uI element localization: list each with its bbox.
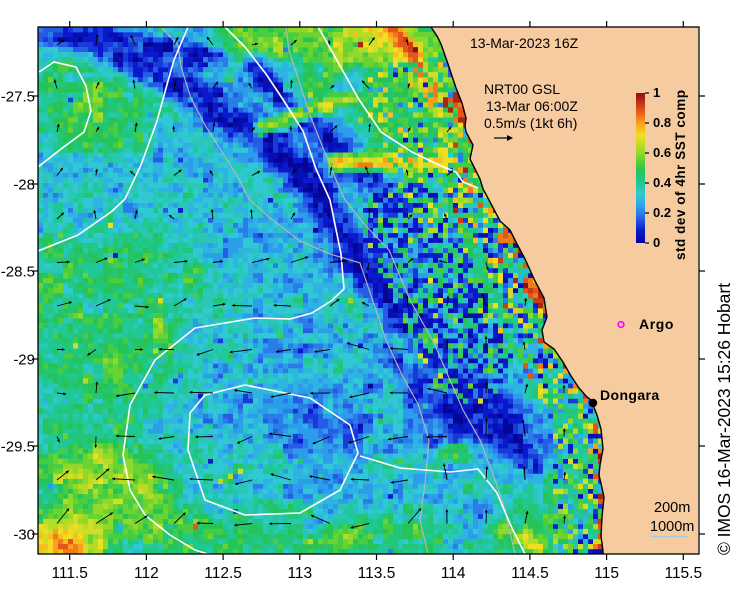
svg-text:0.5m/s (1kt 6h): 0.5m/s (1kt 6h) — [484, 115, 577, 131]
svg-text:-29: -29 — [13, 351, 35, 368]
svg-text:115: 115 — [594, 565, 619, 582]
svg-text:13-Mar 06:00Z: 13-Mar 06:00Z — [486, 98, 578, 114]
svg-text:111.5: 111.5 — [51, 565, 88, 582]
svg-text:© IMOS 16-Mar-2023 15:26 Hobar: © IMOS 16-Mar-2023 15:26 Hobart — [714, 283, 734, 555]
svg-text:0.6: 0.6 — [653, 145, 671, 160]
svg-text:0.4: 0.4 — [653, 175, 672, 190]
svg-text:115.5: 115.5 — [664, 565, 702, 582]
svg-text:113.5: 113.5 — [358, 565, 396, 582]
svg-text:NRT00 GSL: NRT00 GSL — [484, 81, 560, 97]
svg-text:Dongara: Dongara — [600, 387, 660, 403]
svg-text:200m: 200m — [654, 500, 690, 516]
svg-text:1000m: 1000m — [650, 519, 694, 535]
svg-text:0: 0 — [653, 235, 660, 250]
svg-text:114.5: 114.5 — [511, 565, 549, 582]
svg-text:std dev of 4hr SST comp: std dev of 4hr SST comp — [673, 90, 688, 260]
svg-text:-30: -30 — [13, 526, 35, 543]
svg-text:0.8: 0.8 — [653, 115, 671, 130]
svg-text:-29.5: -29.5 — [1, 438, 35, 455]
svg-text:0.2: 0.2 — [653, 205, 671, 220]
svg-text:Argo: Argo — [639, 316, 674, 332]
svg-text:1: 1 — [653, 85, 660, 100]
svg-text:13-Mar-2023 16Z: 13-Mar-2023 16Z — [470, 35, 579, 51]
svg-text:-28.5: -28.5 — [1, 263, 35, 280]
svg-text:-27.5: -27.5 — [1, 88, 35, 105]
svg-text:-28: -28 — [13, 176, 35, 193]
svg-text:114: 114 — [441, 565, 466, 582]
svg-text:112: 112 — [134, 565, 159, 582]
svg-text:112.5: 112.5 — [204, 565, 242, 582]
svg-text:113: 113 — [287, 565, 312, 582]
